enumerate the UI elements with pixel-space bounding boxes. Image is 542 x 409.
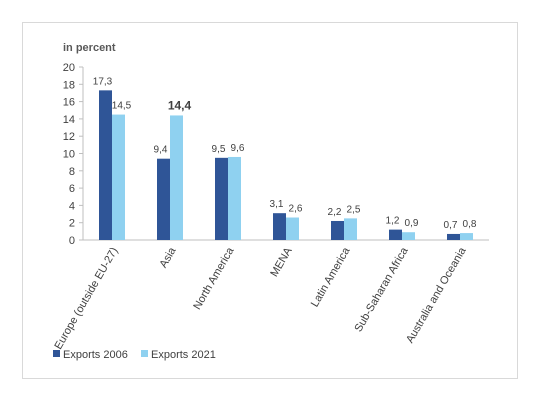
y-tick-label: 12 (63, 131, 75, 143)
data-label: 0,9 (405, 218, 419, 229)
legend: Exports 2006 Exports 2021 (53, 349, 216, 361)
bar-2021 (170, 115, 183, 240)
data-label: 2,2 (328, 207, 342, 218)
bar-2021 (228, 156, 241, 240)
y-tick-label: 8 (69, 166, 75, 178)
bar-chart: in percent 0 2 4 6 8 10 12 14 16 18 20 17,3 14,5 9,4… (52, 42, 489, 361)
category-label: Latin America (309, 245, 353, 309)
bar-2006 (157, 158, 170, 240)
data-labels: 17,3 14,5 9,4 14,4 9,5 9,6 3,1 2,6 2,2 2,5 1,2 0,9 0… (93, 76, 477, 231)
data-label: 0,8 (463, 219, 477, 230)
bar-2006 (447, 233, 460, 240)
bar-2006 (331, 220, 344, 240)
category-label: North America (191, 245, 237, 312)
category-label: MENA (268, 245, 295, 279)
category-label: Europe (outside EU-27) (52, 246, 120, 352)
bar-2006 (389, 229, 402, 240)
category-label: Sub-Saharan Africa (353, 245, 412, 334)
bar-2021 (402, 232, 415, 240)
data-label: 1,2 (386, 216, 400, 227)
y-tick-label: 10 (63, 149, 75, 161)
data-label: 9,4 (154, 145, 168, 156)
bar-2021 (460, 233, 473, 240)
category-label: Asia (158, 245, 180, 270)
data-label: 17,3 (93, 76, 113, 87)
legend-swatch (141, 350, 148, 357)
y-tick-label: 18 (63, 79, 75, 91)
data-label: 9,5 (212, 144, 226, 155)
data-label: 2,5 (347, 204, 361, 215)
y-tick-label: 2 (69, 218, 75, 230)
legend-label: Exports 2006 (63, 349, 128, 361)
legend-swatch (53, 350, 60, 357)
bar-2006 (215, 157, 228, 240)
data-label: 3,1 (270, 199, 284, 210)
y-tick-label: 20 (63, 62, 75, 74)
bar-2021 (344, 218, 357, 240)
bar-2021 (286, 217, 299, 240)
bar-2021 (112, 114, 125, 240)
y-tick-label: 4 (69, 200, 75, 212)
axes: 0 2 4 6 8 10 12 14 16 18 20 (63, 62, 489, 247)
y-tick-label: 0 (69, 235, 75, 247)
y-axis-unit-label: in percent (63, 42, 116, 54)
bar-2006 (99, 90, 112, 240)
category-labels: Europe (outside EU-27) Asia North America M… (52, 245, 469, 352)
data-label: 0,7 (444, 220, 458, 231)
bar-2006 (273, 213, 286, 240)
y-tick-label: 6 (69, 183, 75, 195)
y-tick-label: 16 (63, 97, 75, 109)
y-tick-label: 14 (63, 114, 75, 126)
bars (99, 90, 473, 240)
category-label: Australia and Oceania (404, 245, 469, 345)
chart-frame: in percent 0 2 4 6 8 10 12 14 16 18 20 17,3 14,5 9,4… (22, 22, 518, 379)
data-label: 14,4 (168, 98, 192, 112)
legend-label: Exports 2021 (151, 349, 216, 361)
data-label: 14,5 (112, 101, 132, 112)
data-label: 2,6 (289, 204, 303, 215)
data-label: 9,6 (231, 143, 245, 154)
